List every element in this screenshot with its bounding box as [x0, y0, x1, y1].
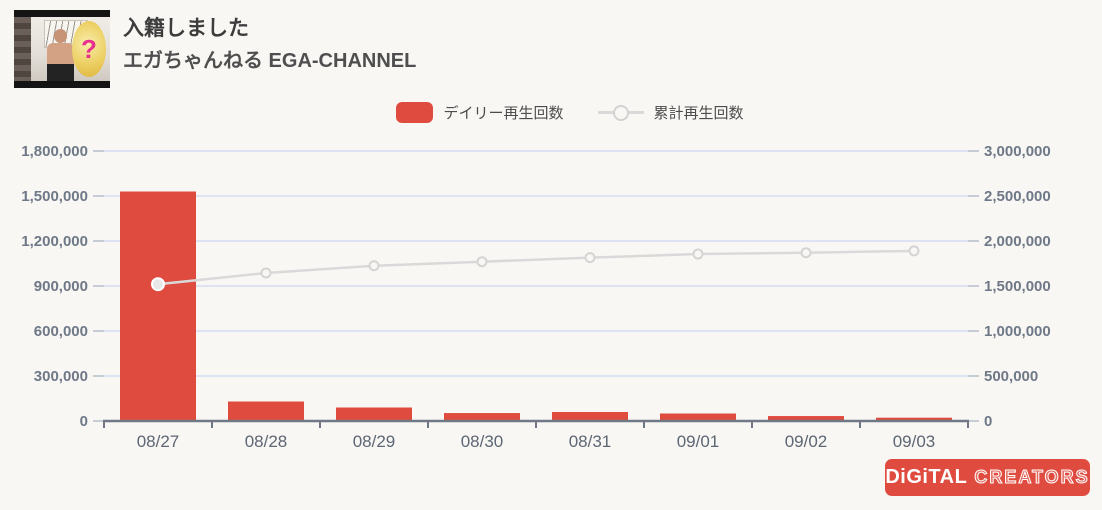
legend-item-daily[interactable]: デイリー再生回数 [396, 102, 564, 123]
daily-views-bar[interactable] [768, 416, 844, 421]
cumulative-views-point[interactable] [368, 260, 380, 272]
thumbnail-person-torso [47, 43, 74, 65]
cumulative-views-point[interactable] [908, 245, 920, 257]
channel-name: エガちゃんねる EGA-CHANNEL [123, 50, 417, 72]
circle-marker-icon [612, 104, 629, 121]
left-axis-label: 1,800,000 [21, 143, 88, 160]
x-axis-date-label: 08/27 [137, 432, 180, 451]
cumulative-series-swatch [597, 102, 644, 123]
video-titles: 入籍しました エガちゃんねる EGA-CHANNEL [123, 10, 416, 88]
thumbnail-shelf [14, 17, 31, 81]
thumbnail-person-head [54, 29, 67, 43]
cumulative-views-point[interactable] [800, 247, 812, 259]
x-axis-date-label: 08/28 [245, 432, 288, 451]
logo-text-digital: DiGiTAL [885, 466, 968, 488]
thumbnail-gold-oval: ? [72, 21, 106, 77]
x-axis-date-label: 09/01 [677, 432, 720, 451]
left-axis-label: 900,000 [34, 278, 88, 295]
left-axis-label: 300,000 [34, 368, 88, 385]
daily-views-bar[interactable] [444, 413, 520, 421]
digital-creators-logo: DiGiTAL CREATORS [885, 459, 1090, 496]
chart-legend: デイリー再生回数 累計再生回数 [19, 102, 1102, 123]
right-axis-label: 2,000,000 [984, 233, 1051, 250]
right-axis-label: 1,000,000 [984, 323, 1051, 340]
thumbnail-photo: ? [14, 17, 110, 81]
daily-series-swatch [396, 102, 434, 123]
x-axis-date-label: 09/03 [893, 432, 936, 451]
daily-views-bar[interactable] [228, 401, 304, 422]
left-axis-label: 1,200,000 [21, 233, 88, 250]
video-thumbnail[interactable]: ? [14, 10, 110, 88]
thumbnail-person-pants [47, 64, 74, 81]
daily-views-bar[interactable] [876, 417, 952, 421]
legend-item-cumulative[interactable]: 累計再生回数 [597, 102, 744, 123]
left-axis-label: 1,500,000 [21, 188, 88, 205]
x-axis-date-label: 08/29 [353, 432, 396, 451]
right-axis-label: 2,500,000 [984, 188, 1051, 205]
left-axis-label: 0 [80, 413, 88, 430]
cumulative-views-point[interactable] [692, 248, 704, 260]
cumulative-views-point[interactable] [476, 256, 488, 268]
right-axis-label: 3,000,000 [984, 143, 1051, 160]
x-axis-date-label: 08/30 [461, 432, 504, 451]
left-axis-label: 600,000 [34, 323, 88, 340]
right-axis-label: 1,500,000 [984, 278, 1051, 295]
x-axis-date-label: 09/02 [785, 432, 828, 451]
right-axis-label: 500,000 [984, 368, 1038, 385]
cumulative-views-point[interactable] [260, 267, 272, 279]
daily-views-bar[interactable] [552, 412, 628, 421]
cumulative-views-point[interactable] [151, 277, 165, 292]
question-mark-overlay: ? [81, 34, 97, 64]
daily-series-label: デイリー再生回数 [443, 105, 564, 122]
daily-views-bar[interactable] [660, 413, 736, 422]
cumulative-views-point[interactable] [584, 252, 596, 264]
daily-views-bar[interactable] [336, 407, 412, 422]
cumulative-series-label: 累計再生回数 [653, 105, 744, 122]
daily-views-bar[interactable] [120, 191, 196, 422]
logo-text-creators: CREATORS [974, 467, 1090, 488]
right-axis-label: 0 [984, 413, 992, 430]
video-title: 入籍しました [123, 17, 249, 40]
cumulative-views-line [156, 249, 916, 286]
x-axis-date-label: 08/31 [569, 432, 612, 451]
video-header: ? 入籍しました エガちゃんねる EGA-CHANNEL [14, 10, 416, 88]
